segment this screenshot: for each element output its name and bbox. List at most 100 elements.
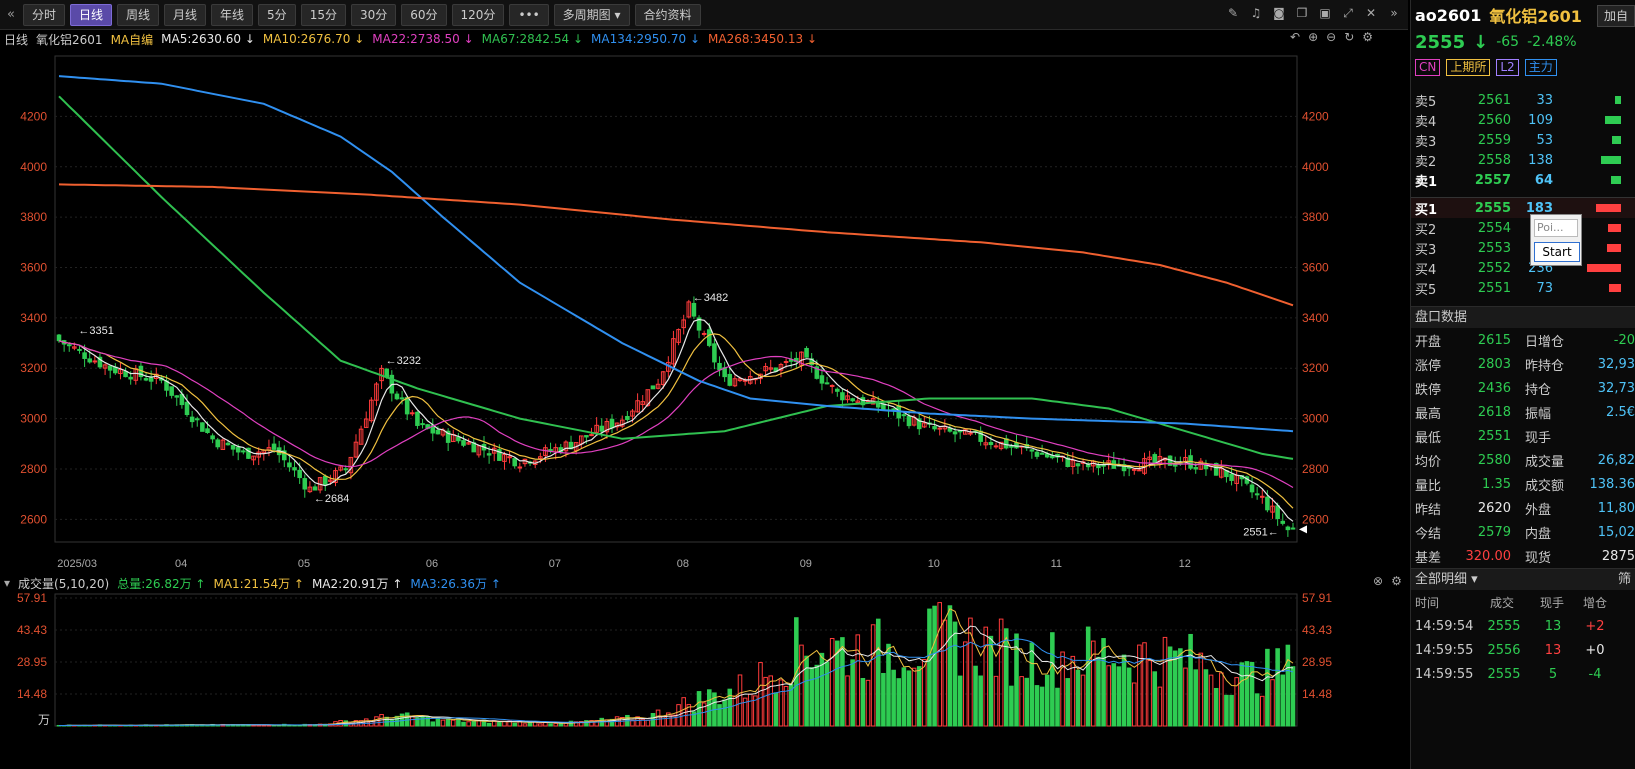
point-input[interactable]: Poi...: [1534, 219, 1578, 237]
quote-header: ao2601 氧化铝2601 加自: [1411, 0, 1635, 30]
volume-settings-icon[interactable]: ⚙: [1391, 574, 1402, 588]
bell-icon[interactable]: ♫: [1250, 6, 1262, 20]
close-icon[interactable]: ✕: [1365, 6, 1377, 20]
y-tick-right: 2600: [1302, 512, 1329, 526]
ask-label: 卖4: [1415, 114, 1437, 130]
tick-time: 14:59:55: [1415, 642, 1474, 658]
bid-row-5[interactable]: 买5 2551 73: [1411, 278, 1635, 298]
zoom-out-icon[interactable]: ⊖: [1326, 30, 1337, 44]
candle-body: [322, 475, 328, 485]
ask-row-3[interactable]: 卖3 2559 53: [1411, 130, 1635, 150]
candle-body: [968, 432, 973, 435]
candle-body: [87, 358, 93, 363]
bid-row-4[interactable]: 买4 2552 236: [1411, 258, 1635, 278]
settings-icon[interactable]: ⚙: [1362, 30, 1374, 44]
period-button-2[interactable]: 周线: [117, 3, 160, 26]
volume-unit: 万: [38, 713, 50, 727]
ask-row-1[interactable]: 卖5 2561 33: [1411, 90, 1635, 110]
period-button-0[interactable]: 分时: [22, 3, 65, 26]
ticks-title: 全部明细: [1415, 572, 1468, 587]
bid-row-1[interactable]: 买1 2555 183: [1411, 198, 1635, 218]
ma-mode-label[interactable]: MA自编: [110, 32, 154, 47]
reset-icon[interactable]: ↻: [1344, 30, 1355, 44]
price-chart[interactable]: 4200 4200 4000 4000 3800 3800 3600 3600 3400 3400…: [0, 48, 1408, 572]
candle-body: [1075, 463, 1081, 467]
window-icon[interactable]: ❐: [1296, 6, 1308, 20]
candle-body: [891, 408, 896, 411]
period-button-1[interactable]: 日线: [69, 3, 112, 26]
volume-bar: [845, 675, 850, 727]
chevron-down-icon: ▾: [614, 7, 621, 22]
candle-body: [148, 377, 154, 382]
volume-bar: [456, 718, 461, 727]
volume-chart[interactable]: 57.91 57.91 43.43 43.43 28.95 28.95 14.48 14.48…: [0, 592, 1408, 769]
start-button[interactable]: Start: [1534, 242, 1580, 262]
next-arrow-icon[interactable]: »: [1390, 6, 1398, 20]
volume-y-tick: 28.95: [17, 655, 47, 669]
ticks-filter[interactable]: 筛: [1617, 572, 1631, 587]
zoom-in-icon[interactable]: ⊕: [1308, 30, 1319, 44]
volume-value-1: MA1:21.54万 ↑: [213, 576, 304, 591]
candle-body: [466, 442, 471, 445]
collapse-icon[interactable]: ▾: [4, 576, 11, 590]
period-button-4[interactable]: 年线: [211, 3, 254, 26]
volume-bar: [666, 712, 671, 727]
ma-line-ma22: [58, 340, 1294, 489]
period-button-6[interactable]: 15分: [300, 3, 346, 26]
stat-row: 均价 2580 成交量 26,82: [1411, 448, 1635, 472]
candle-body: [840, 392, 845, 401]
volume-bar: [466, 721, 471, 727]
volume-bar: [881, 672, 886, 727]
ask-row-2[interactable]: 卖4 2560 109: [1411, 110, 1635, 130]
ask-row-5[interactable]: 卖1 2557 64: [1411, 170, 1635, 190]
ticks-header-cell: 增仓: [1582, 595, 1607, 610]
bid-row-3[interactable]: 买3255387: [1411, 238, 1635, 258]
period-button-7[interactable]: 30分: [350, 3, 397, 26]
candle-body: [256, 451, 261, 458]
volume-bar: [1172, 650, 1178, 727]
period-button-5[interactable]: 5分: [258, 3, 296, 26]
candle-body: [845, 395, 850, 401]
multi-period-dropdown[interactable]: 多周期图 ▾: [553, 3, 630, 26]
period-button-3[interactable]: 月线: [164, 3, 207, 26]
more-button[interactable]: •••: [509, 3, 549, 26]
candle-body: [102, 364, 108, 369]
stat-value: 2579: [1477, 524, 1511, 540]
price-change-pct: -2.48%: [1527, 34, 1577, 50]
edit-icon[interactable]: ✎: [1227, 6, 1239, 20]
y-tick-left: 3600: [20, 261, 47, 275]
bid-row-2[interactable]: 买2255480: [1411, 218, 1635, 238]
volume-bar: [1126, 667, 1132, 727]
candle-body: [1285, 526, 1291, 531]
undo-icon[interactable]: ↶: [1290, 30, 1301, 44]
ma-line-ma5: [58, 318, 1294, 522]
volume-bar: [1101, 638, 1106, 727]
candle-body: [287, 462, 292, 468]
ask-price: 2561: [1477, 92, 1511, 108]
candle-body: [225, 442, 231, 446]
volume-bar: [1096, 656, 1101, 727]
ask-volume: 53: [1536, 132, 1553, 148]
monitor-icon[interactable]: ▣: [1319, 6, 1331, 20]
camera-icon[interactable]: ◙: [1273, 6, 1285, 20]
candle-body: [983, 442, 989, 446]
ticks-dropdown[interactable]: 全部明细 ▾: [1415, 569, 1478, 590]
contract-info-button[interactable]: 合约资料: [634, 3, 701, 26]
x-month-label: 12: [1179, 558, 1191, 570]
ask-row-4[interactable]: 卖2 2558 138: [1411, 150, 1635, 170]
period-button-8[interactable]: 60分: [401, 3, 447, 26]
period-button-9[interactable]: 120分: [451, 3, 505, 26]
add-watchlist-button[interactable]: 加自: [1596, 5, 1635, 27]
y-tick-right: 3000: [1302, 412, 1329, 426]
candle-body: [235, 446, 241, 453]
ask-price: 2558: [1477, 152, 1511, 168]
stat-value: 2615: [1477, 332, 1511, 348]
close-panel-icon[interactable]: ⊗: [1373, 574, 1384, 588]
volume-bar: [1029, 642, 1035, 727]
fullscreen-icon[interactable]: ⤢: [1343, 5, 1353, 20]
prev-arrow-icon[interactable]: «: [7, 7, 15, 22]
candle-body: [353, 441, 359, 458]
ticks-header: 时间 成交 现手 增仓: [1411, 590, 1635, 614]
tick-time: 14:59:54: [1415, 618, 1474, 634]
stat-value-2: 32,93: [1597, 356, 1635, 372]
